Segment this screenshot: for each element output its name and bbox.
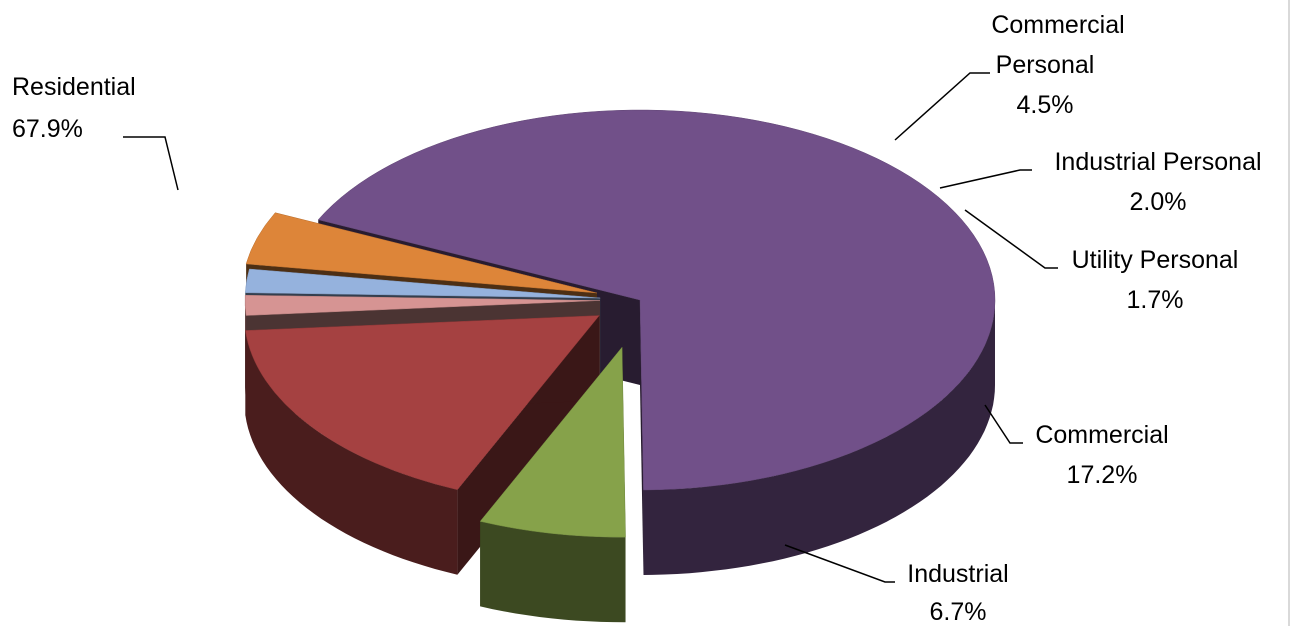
slice-percentage: 4.5%: [1017, 91, 1074, 119]
data-label-utility-personal: Utility Personal 1.7%: [1072, 246, 1239, 314]
slice-outer-wall: [643, 300, 995, 575]
slice-label: Commercial: [1035, 421, 1168, 449]
slice-top: [245, 315, 600, 490]
leader-line-commercial: [984, 404, 1023, 444]
leader-line-residential: [123, 136, 179, 191]
data-label-industrial: Industrial 6.7%: [907, 560, 1008, 626]
slice-top: [479, 346, 626, 538]
slice-label: Residential: [12, 73, 136, 101]
slice-percentage: 2.0%: [1130, 188, 1187, 216]
leader-line-layer: [123, 72, 1058, 583]
slice-percentage: 6.7%: [930, 598, 987, 626]
slice-side-wall: [640, 300, 644, 575]
pie-slice-commercial: [245, 315, 600, 575]
slice-layer: [244, 109, 996, 623]
slice-label: Personal: [996, 51, 1095, 79]
slice-label: Commercial: [991, 11, 1124, 39]
slice-top: [245, 268, 601, 299]
slice-label: Industrial: [907, 560, 1008, 588]
data-label-commercial-personal: Commercial Personal 4.5%: [991, 11, 1124, 119]
data-label-residential: Residential 67.9%: [12, 73, 136, 143]
slice-percentage: 67.9%: [12, 115, 83, 143]
slice-outer-wall: [480, 521, 626, 623]
leader-line-utility-personal: [964, 209, 1058, 269]
pie-slice-industrial: [479, 346, 626, 623]
slice-outer-wall: [245, 330, 458, 575]
slice-top: [317, 109, 996, 491]
slice-label: Utility Personal: [1072, 246, 1239, 274]
data-label-industrial-personal: Industrial Personal 2.0%: [1054, 148, 1261, 216]
slice-top: [245, 212, 598, 294]
slice-percentage: 17.2%: [1067, 461, 1138, 489]
leader-line-industrial-personal: [939, 169, 1032, 189]
data-label-commercial: Commercial 17.2%: [1035, 421, 1168, 489]
leader-line-industrial: [784, 544, 895, 583]
slice-percentage: 1.7%: [1127, 286, 1184, 314]
label-layer: Residential 67.9% Industrial 6.7% Commercial…: [12, 11, 1262, 626]
slice-label: Industrial Personal: [1054, 148, 1261, 176]
slice-top: [244, 294, 601, 316]
leader-line-commercial-personal: [894, 72, 990, 141]
